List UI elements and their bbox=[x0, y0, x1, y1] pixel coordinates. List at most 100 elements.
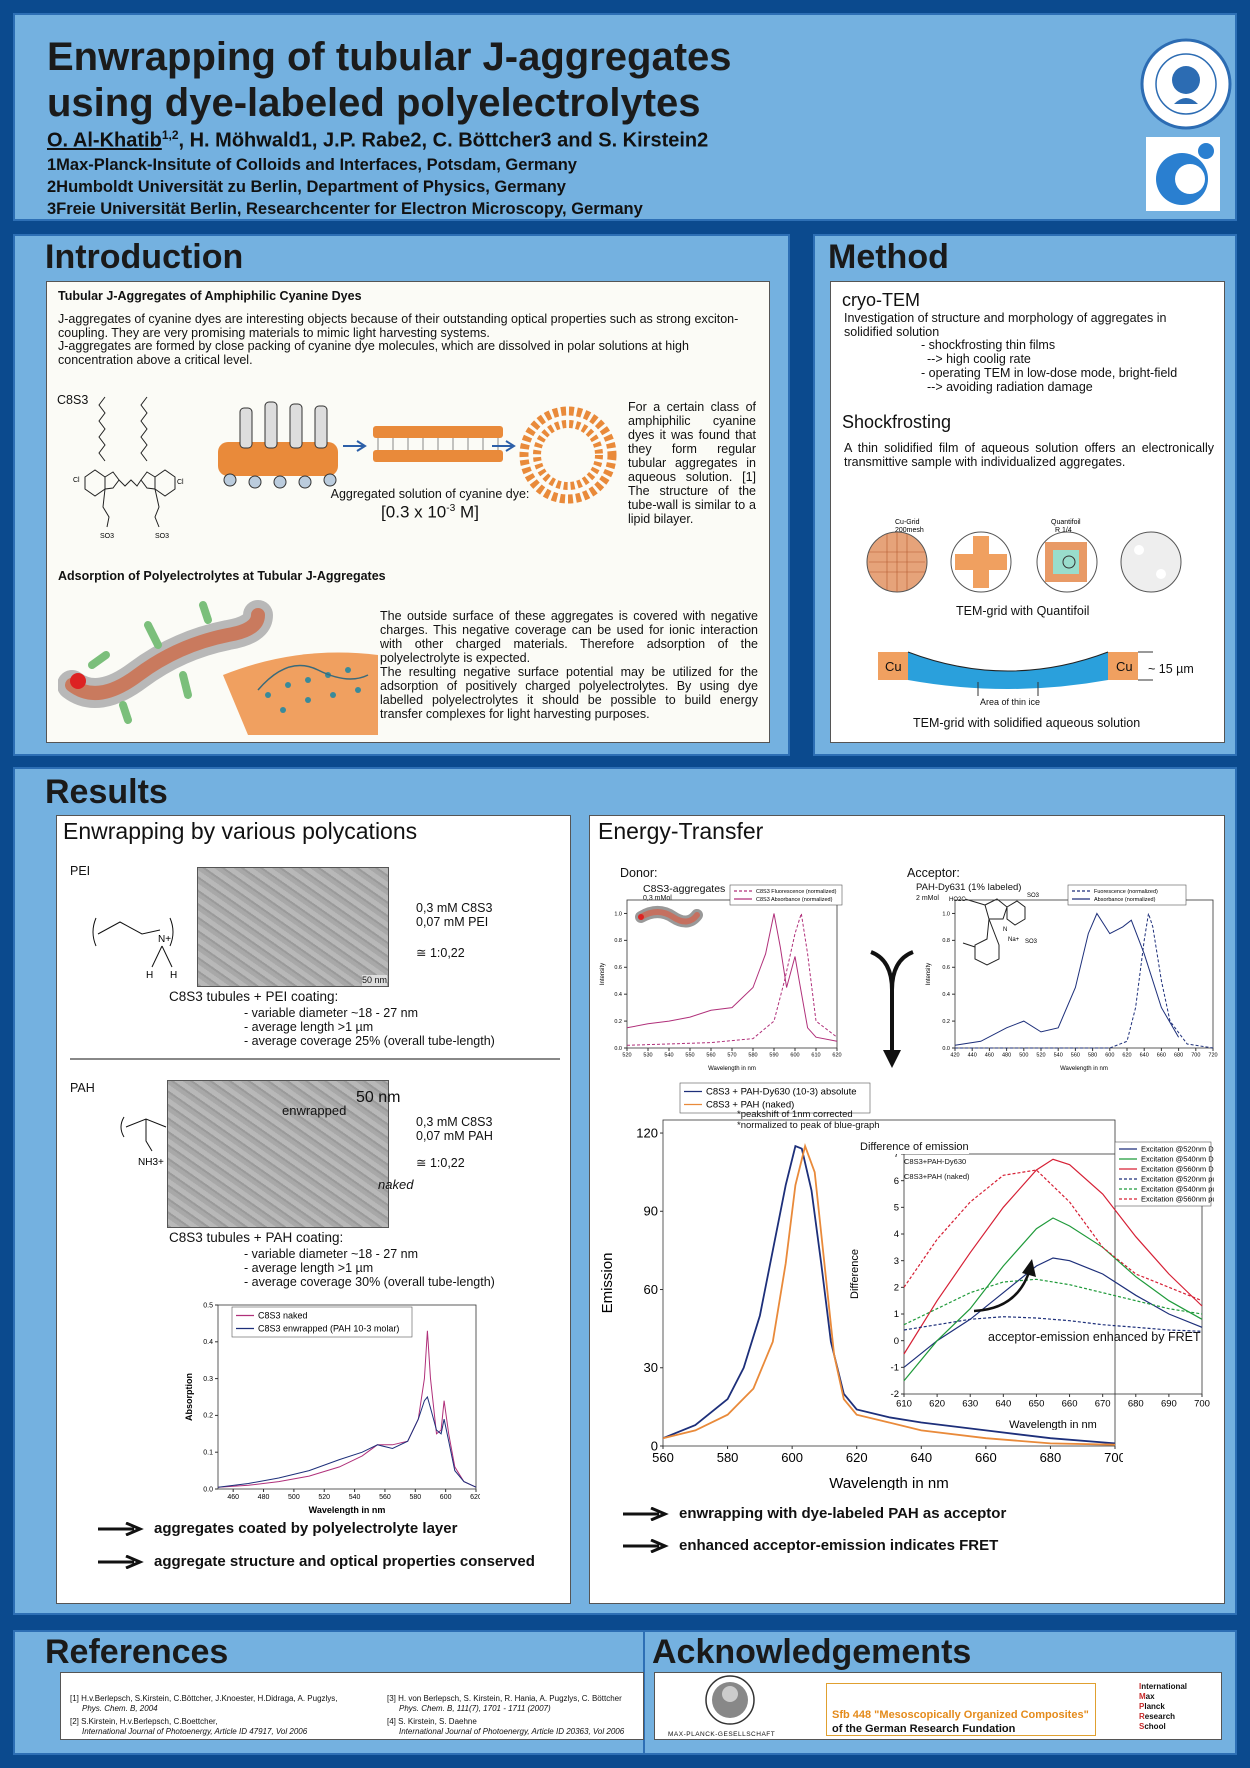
c8s3-structure-diagram: Cl Cl SO3 SO3 bbox=[73, 396, 184, 540]
y-axis-label: Intensity bbox=[926, 963, 932, 985]
x-tick-label: 530 bbox=[643, 1053, 652, 1059]
series-line bbox=[626, 913, 838, 1046]
x-tick-label: 550 bbox=[685, 1053, 694, 1059]
svg-text:SO3: SO3 bbox=[1025, 939, 1038, 945]
y-tick-label: 5 bbox=[894, 1203, 899, 1214]
pah-coating-heading: C8S3 tubules + PAH coating: bbox=[169, 1230, 344, 1245]
y-tick-label: 30 bbox=[644, 1360, 658, 1375]
x-tick-label: 680 bbox=[1128, 1399, 1144, 1410]
series-line bbox=[954, 912, 1180, 1046]
x-tick-label: 500 bbox=[288, 1494, 300, 1501]
conclusion-1: aggregates coated by polyelectrolyte lay… bbox=[98, 1520, 457, 1537]
legend-label: Excitation @520nm Difference bbox=[1141, 1145, 1214, 1154]
aggregation-caption: Aggregated solution of cyanine dye: bbox=[330, 487, 530, 501]
y-tick-label: 0.2 bbox=[203, 1413, 213, 1420]
x-tick-label: 520 bbox=[318, 1494, 330, 1501]
solidified-caption: TEM-grid with solidified aqueous solutio… bbox=[913, 716, 1141, 730]
pah-concentration-1: 0,3 mM C8S3 bbox=[416, 1115, 493, 1129]
pah-label: PAH bbox=[70, 1081, 95, 1095]
legend-label: Excitation @540nm pure PAH-Dy631 bbox=[1141, 1185, 1214, 1194]
x-tick-label: 560 bbox=[652, 1450, 674, 1465]
x-tick-label: 610 bbox=[811, 1053, 820, 1059]
tem-grid-caption: TEM-grid with Quantifoil bbox=[956, 604, 1090, 618]
acceptor-concentration: 2 mMol bbox=[916, 895, 939, 902]
intro-paragraph-3: The outside surface of these aggregates … bbox=[380, 609, 758, 665]
pei-concentration-2: 0,07 mM PEI bbox=[416, 915, 489, 929]
y-tick-label: 0.4 bbox=[203, 1339, 213, 1346]
method-bullet-4: --> avoiding radiation damage bbox=[927, 380, 1093, 394]
author-list: O. Al-Khatib1,2, H. Möhwald1, J.P. Rabe2… bbox=[47, 128, 709, 152]
svg-text:H: H bbox=[146, 970, 153, 981]
y-tick-label: 0.1 bbox=[203, 1450, 213, 1457]
legend-box bbox=[1067, 884, 1187, 906]
plot-frame bbox=[626, 899, 838, 1049]
x-tick-label: 520 bbox=[1036, 1053, 1045, 1059]
intro-subheading-2: Adsorption of Polyelectrolytes at Tubula… bbox=[58, 569, 386, 583]
legend-box bbox=[231, 1306, 413, 1338]
y-axis-label: Absorption bbox=[184, 1373, 194, 1421]
max-planck-minerva-logo bbox=[705, 1675, 755, 1725]
x-tick-label: 640 bbox=[995, 1399, 1011, 1410]
max-planck-label: MAX-PLANCK-GESELLSCHAFT bbox=[668, 1731, 776, 1738]
series-line bbox=[955, 913, 1214, 1049]
method-bullet-1: - shockfrosting thin films bbox=[921, 338, 1056, 352]
svg-text:R 1/4: R 1/4 bbox=[1055, 527, 1072, 534]
x-tick-label: 700 bbox=[1104, 1450, 1123, 1465]
x-tick-label: 580 bbox=[409, 1494, 421, 1501]
pah-bullet-1: - variable diameter ~18 - 27 nm bbox=[244, 1247, 419, 1261]
series-line bbox=[217, 1330, 477, 1488]
svg-text:SO3: SO3 bbox=[1027, 893, 1040, 899]
absorption-chart: 460 480 500 520 540 560 580 600 620 0.0 0.1 0.2 0.3 0… bbox=[184, 1302, 480, 1515]
tube-cross-section-illustration bbox=[519, 406, 617, 504]
imprs-line: Max bbox=[1139, 1692, 1155, 1701]
x-tick-label: 700 bbox=[1194, 1399, 1210, 1410]
y-tick-label: 0.8 bbox=[614, 938, 622, 944]
svg-text:200mesh: 200mesh bbox=[895, 527, 924, 534]
y-tick-label: 0.6 bbox=[942, 965, 950, 971]
y-axis-label: Difference bbox=[849, 1249, 861, 1299]
fret-annotation: acceptor-emission enhanced by FRET bbox=[988, 1330, 1201, 1344]
x-tick-label: 680 bbox=[1174, 1053, 1183, 1059]
legend-label: Excitation @540nm Difference bbox=[1141, 1155, 1214, 1164]
fret-conclusion-1: enwrapping with dye-labeled PAH as accep… bbox=[623, 1505, 1006, 1522]
y-tick-label: -1 bbox=[891, 1363, 899, 1374]
x-tick-label: 570 bbox=[727, 1053, 736, 1059]
legend-label: C8S3 Absorbance (normalized) bbox=[756, 897, 833, 903]
series-line bbox=[662, 1144, 1116, 1445]
cu-label-left: Cu bbox=[885, 659, 902, 674]
plot-frame bbox=[662, 1119, 1116, 1447]
cu-label-right: Cu bbox=[1116, 659, 1133, 674]
imprs-line: Planck bbox=[1139, 1702, 1165, 1711]
aggregate-stack-illustration bbox=[218, 401, 338, 489]
humboldt-seal-logo bbox=[1140, 38, 1232, 130]
y-tick-label: 0.2 bbox=[614, 1019, 622, 1025]
x-tick-label: 560 bbox=[1071, 1053, 1080, 1059]
donor-concentration: 0,3 mMol bbox=[643, 895, 672, 902]
series-line bbox=[903, 1158, 1203, 1355]
x-tick-label: 560 bbox=[706, 1053, 715, 1059]
svg-text:Cl: Cl bbox=[177, 479, 184, 486]
x-tick-label: 700 bbox=[1191, 1053, 1200, 1059]
x-tick-label: 520 bbox=[622, 1053, 631, 1059]
fret-arrow-icon bbox=[973, 1259, 1036, 1313]
x-tick-label: 660 bbox=[975, 1450, 997, 1465]
legend-box bbox=[1114, 1141, 1212, 1207]
acceptor-label: Acceptor: bbox=[907, 866, 960, 880]
references-heading: References bbox=[45, 1633, 229, 1671]
x-tick-label: 420 bbox=[950, 1053, 959, 1059]
x-tick-label: 600 bbox=[1105, 1053, 1114, 1059]
conclusion-2: aggregate structure and optical properti… bbox=[98, 1553, 535, 1570]
x-axis-label: Wavelength in nm bbox=[1060, 1066, 1108, 1072]
svg-text:Quantifoil: Quantifoil bbox=[1051, 519, 1081, 526]
x-tick-label: 720 bbox=[1208, 1053, 1217, 1059]
x-tick-label: 480 bbox=[1002, 1053, 1011, 1059]
legend-label: C8S3 enwrapped (PAH 10-3 molar) bbox=[258, 1324, 399, 1334]
svg-text:SO3: SO3 bbox=[100, 533, 114, 540]
donor-spectrum-chart: 520 530 540 550 560 570 580 590 600 610 620 0.0 0.2 0… bbox=[600, 884, 843, 1072]
x-tick-label: 620 bbox=[929, 1399, 945, 1410]
legend-label: Fuorescence (normalized) bbox=[1094, 889, 1158, 895]
sfb-line-2: of the German Research Fundation bbox=[832, 1723, 1016, 1735]
enwrapped-label: enwrapped bbox=[282, 1103, 347, 1118]
x-tick-label: 540 bbox=[664, 1053, 673, 1059]
